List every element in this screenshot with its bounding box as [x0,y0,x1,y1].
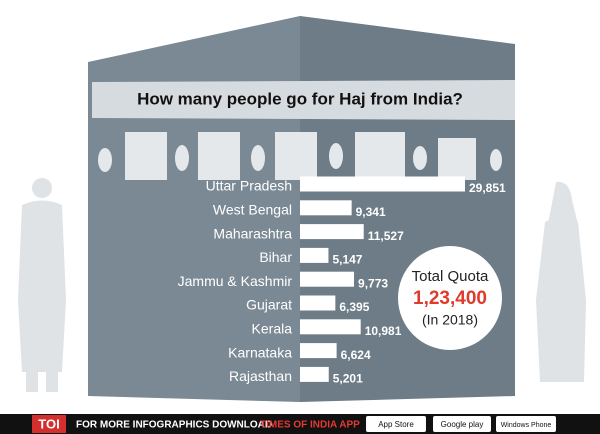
bar [300,271,355,287]
title-band [92,80,515,120]
category-label: Uttar Pradesh [206,178,292,194]
quota-total: 1,23,400 [413,288,487,309]
value-label: 11,527 [368,229,404,243]
body [536,218,586,382]
bar [300,176,465,192]
pilgrim-right [536,181,586,382]
badge[interactable]: App Store [378,420,414,429]
value-label: 5,201 [333,372,363,386]
value-label: 29,851 [469,181,506,195]
value-label: 6,624 [341,348,371,362]
category-label: Kerala [252,321,293,337]
bar [300,200,352,216]
leg [46,372,58,392]
bar [300,343,337,359]
decor-panel [125,132,167,180]
quota-label: Total Quota [412,268,489,285]
category-label: Jammu & Kashmir [178,273,293,289]
leg [26,372,38,392]
decor-urn [98,148,112,172]
value-label: 6,395 [339,300,369,314]
body [18,200,66,372]
head [548,181,578,224]
quota-note: (In 2018) [422,312,478,328]
decor-panel [275,132,317,180]
footer-highlight: TIMES OF INDIA APP [260,420,360,431]
bar [300,366,329,382]
decor-urn [175,145,189,171]
decor-urn [490,149,502,171]
badge-box[interactable] [496,416,556,432]
logo-box [32,415,66,433]
badge[interactable]: Windows Phone [501,422,552,429]
decor-panel [198,132,240,180]
chart-title: How many people go for Haj from India? [137,89,463,108]
badge-box[interactable] [366,416,426,432]
value-label: 10,981 [365,324,402,338]
head [32,178,52,198]
decor-urn [413,146,427,170]
bar [300,319,361,335]
decor-row [98,132,502,180]
category-label: Karnataka [228,344,292,360]
bar [300,247,329,263]
pilgrim-left [18,178,66,392]
category-label: West Bengal [213,202,292,218]
category-label: Maharashtra [213,225,292,241]
value-label: 9,773 [358,276,388,290]
bar [300,295,336,311]
decor-urn [251,145,265,171]
logo: TOI [38,416,59,431]
badge-box[interactable] [433,416,491,432]
bar [300,224,364,240]
decor-panel [355,132,405,180]
value-label: 9,341 [356,205,386,219]
category-label: Bihar [259,249,292,265]
footer-text: FOR MORE INFOGRAPHICS DOWNLOAD [76,420,272,431]
value-label: 5,147 [332,253,362,267]
quota-circle [398,246,502,350]
decor-panel [438,138,476,180]
decor-urn [329,143,343,169]
category-label: Rajasthan [229,368,292,384]
category-label: Gujarat [246,297,292,313]
badge[interactable]: Google play [441,420,484,429]
